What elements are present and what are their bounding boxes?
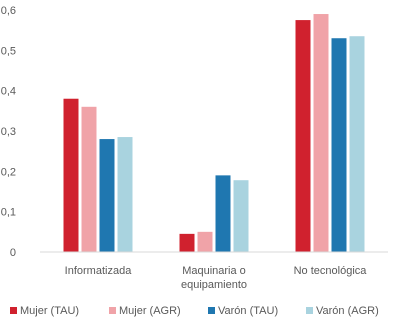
bar (313, 14, 329, 253)
bar (179, 233, 195, 252)
legend-label: Varón (AGR) (316, 305, 379, 317)
bar (63, 98, 79, 252)
y-tick-label: 0,5 (1, 45, 16, 57)
y-tick-label: 0,6 (1, 5, 16, 17)
x-axis-labels: Informatizada Maquinaria o equipamiento No … (65, 265, 368, 291)
x-tick-label: No tecnológica (294, 265, 368, 277)
x-tick-label: Informatizada (65, 265, 133, 277)
x-tick-label: equipamiento (181, 279, 247, 291)
legend-swatch (10, 307, 17, 314)
bar (99, 139, 115, 252)
legend-label: Mujer (AGR) (119, 305, 181, 317)
y-tick-label: 0 (10, 247, 16, 259)
y-tick-label: 0,1 (1, 207, 16, 219)
bar (117, 137, 133, 252)
x-tick-label: Maquinaria o (182, 265, 246, 277)
legend-swatch (109, 307, 116, 314)
bar (215, 175, 231, 252)
legend-label: Mujer (TAU) (20, 305, 79, 317)
bar (349, 36, 365, 252)
bar (81, 106, 97, 252)
bar (331, 38, 347, 252)
legend-label: Varón (TAU) (218, 305, 278, 317)
y-tick-label: 0,2 (1, 166, 16, 178)
bars (63, 14, 365, 253)
legend-swatch (208, 307, 215, 314)
legend: Mujer (TAU) Mujer (AGR) Varón (TAU) Varón (… (10, 305, 379, 317)
bar (197, 231, 213, 252)
y-tick-label: 0,3 (1, 126, 16, 138)
legend-swatch (306, 307, 313, 314)
y-tick-label: 0,4 (1, 86, 16, 98)
bar (233, 180, 249, 252)
y-axis-ticks: 0 0,1 0,2 0,3 0,4 0,5 0,6 (1, 5, 16, 259)
bar (295, 20, 311, 253)
